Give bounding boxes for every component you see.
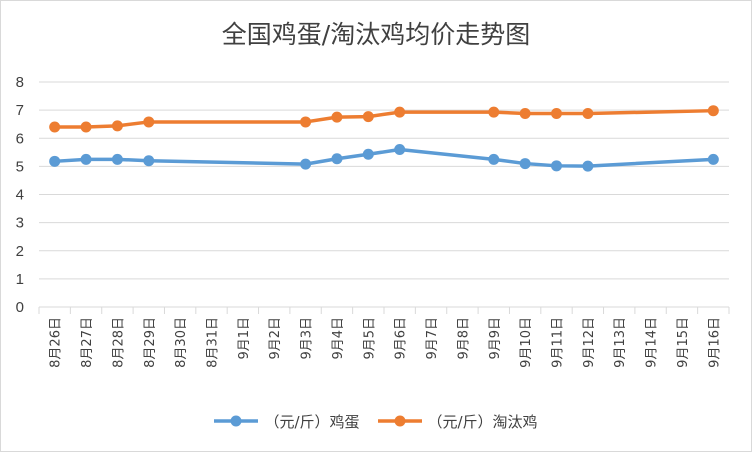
data-point-series-1	[300, 116, 312, 128]
legend-label-eggs: （元/斤）鸡蛋	[264, 412, 360, 431]
data-point-series-1	[707, 105, 719, 117]
y-tick-label: 6	[16, 130, 24, 147]
y-tick-label: 5	[16, 158, 24, 175]
data-point-series-0	[331, 153, 343, 165]
data-point-series-1	[143, 116, 155, 128]
data-point-series-1	[111, 120, 123, 132]
legend-item-eggs: （元/斤）鸡蛋	[214, 411, 360, 432]
data-point-series-0	[111, 153, 123, 165]
y-tick-label: 2	[16, 243, 24, 260]
legend-swatch-eggs	[214, 415, 259, 427]
data-point-series-0	[49, 155, 61, 167]
x-tick-label: 9月14日	[645, 317, 660, 368]
y-tick-label: 8	[16, 74, 24, 91]
data-point-series-1	[331, 111, 343, 123]
series-line-0	[54, 147, 714, 168]
x-tick-label: 9月5日	[362, 317, 377, 360]
legend-item-culled-hens: （元/斤）淘汰鸡	[377, 411, 538, 432]
x-tick-label: 9月16日	[707, 317, 722, 368]
chart-title: 全国鸡蛋/淘汰鸡均价走势图	[221, 20, 531, 49]
x-tick-label: 8月31日	[206, 317, 221, 368]
x-tick-label: 8月27日	[80, 317, 95, 368]
y-tick-label: 4	[16, 187, 24, 204]
legend: （元/斤）鸡蛋 （元/斤）淘汰鸡	[1, 409, 751, 433]
data-point-series-1	[551, 108, 562, 119]
x-tick-label: 9月1日	[237, 317, 252, 360]
data-point-series-0	[707, 153, 719, 165]
data-point-series-1	[519, 108, 531, 119]
x-tick-label: 9月10日	[519, 317, 534, 368]
data-point-series-0	[519, 158, 531, 170]
y-tick-label: 7	[16, 102, 24, 119]
x-tick-label: 8月26日	[49, 317, 64, 368]
data-point-series-0	[300, 158, 312, 170]
line-chart: 0 1 2 3 4 5 6 7 8 8月26日 8月27日 8月28日 8月29日 8月30日 8月31日 9…	[16, 74, 730, 368]
x-tick-label: 9月15日	[676, 317, 691, 368]
x-tick-label: 8月30日	[174, 317, 189, 368]
y-tick-label: 3	[16, 215, 24, 232]
data-point-series-0	[394, 144, 406, 155]
y-tick-label: 0	[16, 299, 24, 316]
data-point-series-1	[80, 121, 92, 133]
x-tick-label: 9月7日	[425, 317, 440, 360]
x-tick-label: 9月11日	[551, 317, 566, 368]
y-tick-label: 1	[16, 271, 24, 288]
x-tick-label: 9月3日	[300, 317, 315, 360]
data-point-series-0	[582, 160, 594, 172]
data-point-series-1	[394, 106, 406, 118]
data-point-series-0	[488, 153, 500, 165]
x-tick-label: 9月9日	[488, 317, 503, 360]
x-tick-label: 8月28日	[111, 317, 126, 368]
data-point-series-1	[362, 111, 374, 123]
legend-swatch-culled-hens	[377, 415, 422, 427]
x-tick-label: 8月29日	[143, 317, 158, 368]
x-tick-label: 9月6日	[394, 317, 409, 360]
x-tick-label: 9月2日	[268, 317, 283, 360]
x-tick-label: 9月8日	[456, 317, 471, 360]
x-tick-label: 9月13日	[613, 317, 628, 368]
data-point-series-1	[582, 108, 594, 119]
data-point-series-0	[80, 153, 92, 165]
legend-label-culled-hens: （元/斤）淘汰鸡	[427, 412, 538, 431]
data-point-series-0	[551, 160, 562, 172]
x-tick-label: 9月4日	[331, 317, 346, 360]
data-point-series-1	[488, 106, 500, 118]
x-tick-label: 9月12日	[582, 317, 597, 368]
data-point-series-0	[143, 155, 155, 167]
data-point-series-1	[49, 121, 61, 133]
data-point-series-0	[362, 148, 374, 160]
